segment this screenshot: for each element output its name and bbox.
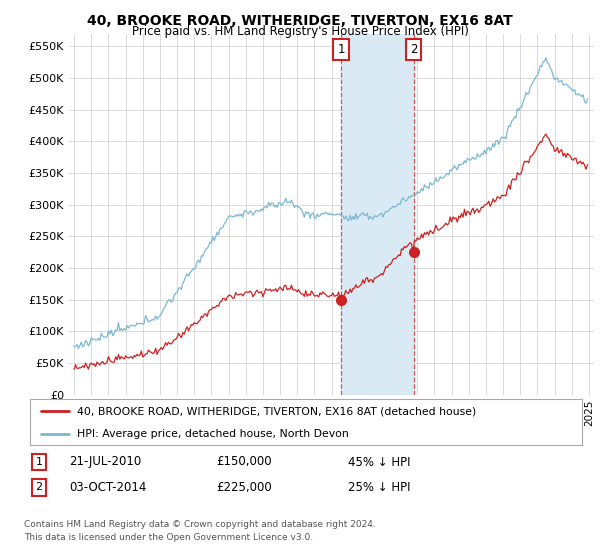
Text: 40, BROOKE ROAD, WITHERIDGE, TIVERTON, EX16 8AT (detached house): 40, BROOKE ROAD, WITHERIDGE, TIVERTON, E… [77, 406, 476, 416]
Text: HPI: Average price, detached house, North Devon: HPI: Average price, detached house, Nort… [77, 429, 349, 439]
Text: £225,000: £225,000 [216, 480, 272, 494]
Text: Contains HM Land Registry data © Crown copyright and database right 2024.: Contains HM Land Registry data © Crown c… [24, 520, 376, 529]
Text: £150,000: £150,000 [216, 455, 272, 469]
Text: 2: 2 [35, 482, 43, 492]
Text: 1: 1 [337, 43, 344, 56]
Text: 2: 2 [410, 43, 417, 56]
Text: 03-OCT-2014: 03-OCT-2014 [69, 480, 146, 494]
Text: Price paid vs. HM Land Registry's House Price Index (HPI): Price paid vs. HM Land Registry's House … [131, 25, 469, 38]
Text: This data is licensed under the Open Government Licence v3.0.: This data is licensed under the Open Gov… [24, 533, 313, 542]
Text: 45% ↓ HPI: 45% ↓ HPI [348, 455, 410, 469]
Text: 1: 1 [35, 457, 43, 467]
Text: 25% ↓ HPI: 25% ↓ HPI [348, 480, 410, 494]
Text: 40, BROOKE ROAD, WITHERIDGE, TIVERTON, EX16 8AT: 40, BROOKE ROAD, WITHERIDGE, TIVERTON, E… [87, 14, 513, 28]
Bar [341, 34, 413, 395]
Text: 21-JUL-2010: 21-JUL-2010 [69, 455, 141, 469]
